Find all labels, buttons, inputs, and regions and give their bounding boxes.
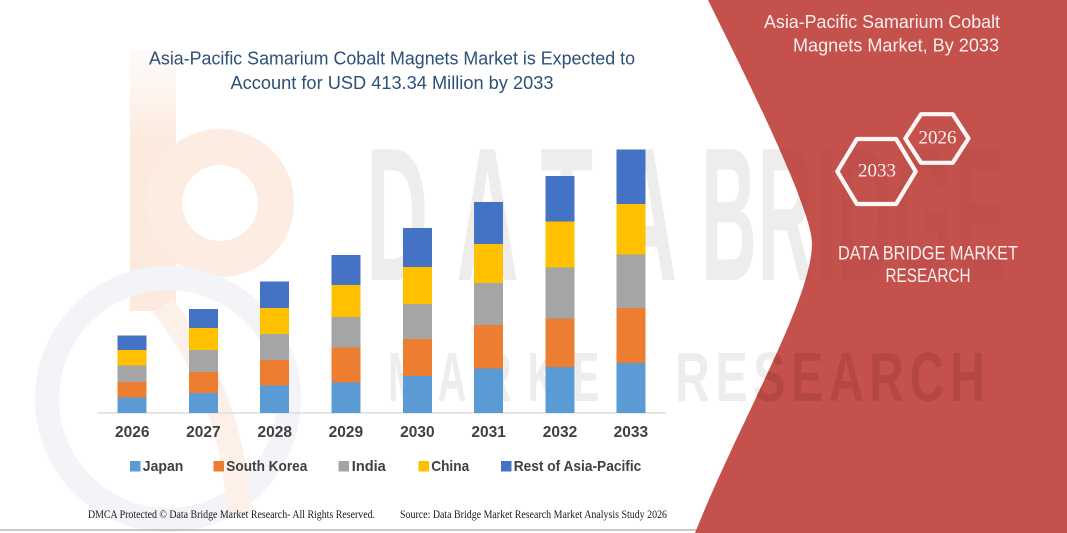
svg-text:2026: 2026: [919, 128, 957, 149]
svg-text:Source: Data Bridge Market Res: Source: Data Bridge Market Research Mark…: [400, 509, 667, 521]
svg-text:South Korea: South Korea: [226, 458, 308, 475]
svg-text:2032: 2032: [543, 424, 577, 441]
svg-text:Asia-Pacific Samarium Cobalt: Asia-Pacific Samarium Cobalt: [764, 12, 1000, 32]
svg-text:Account for USD 413.34 Million: Account for USD 413.34 Million by 2033: [231, 73, 554, 93]
svg-text:2031: 2031: [471, 424, 506, 441]
svg-text:RESEARCH: RESEARCH: [886, 266, 971, 287]
svg-text:DMCA Protected © Data Bridge M: DMCA Protected © Data Bridge Market Rese…: [88, 509, 375, 521]
svg-text:India: India: [352, 458, 387, 475]
svg-text:Japan: Japan: [143, 458, 184, 475]
svg-text:2033: 2033: [614, 424, 649, 441]
svg-text:Rest of Asia-Pacific: Rest of Asia-Pacific: [514, 458, 642, 475]
svg-text:Asia-Pacific Samarium Cobalt M: Asia-Pacific Samarium Cobalt Magnets Mar…: [149, 49, 635, 69]
svg-text:DATA BRIDGE MARKET: DATA BRIDGE MARKET: [838, 244, 1018, 265]
svg-text:2030: 2030: [400, 424, 434, 441]
svg-text:Magnets Market, By 2033: Magnets Market, By 2033: [793, 36, 999, 56]
svg-text:2033: 2033: [858, 161, 896, 182]
svg-text:2027: 2027: [186, 424, 220, 441]
svg-text:2029: 2029: [329, 424, 364, 441]
svg-text:2028: 2028: [257, 424, 292, 441]
svg-text:2026: 2026: [115, 424, 150, 441]
svg-text:China: China: [431, 458, 470, 475]
